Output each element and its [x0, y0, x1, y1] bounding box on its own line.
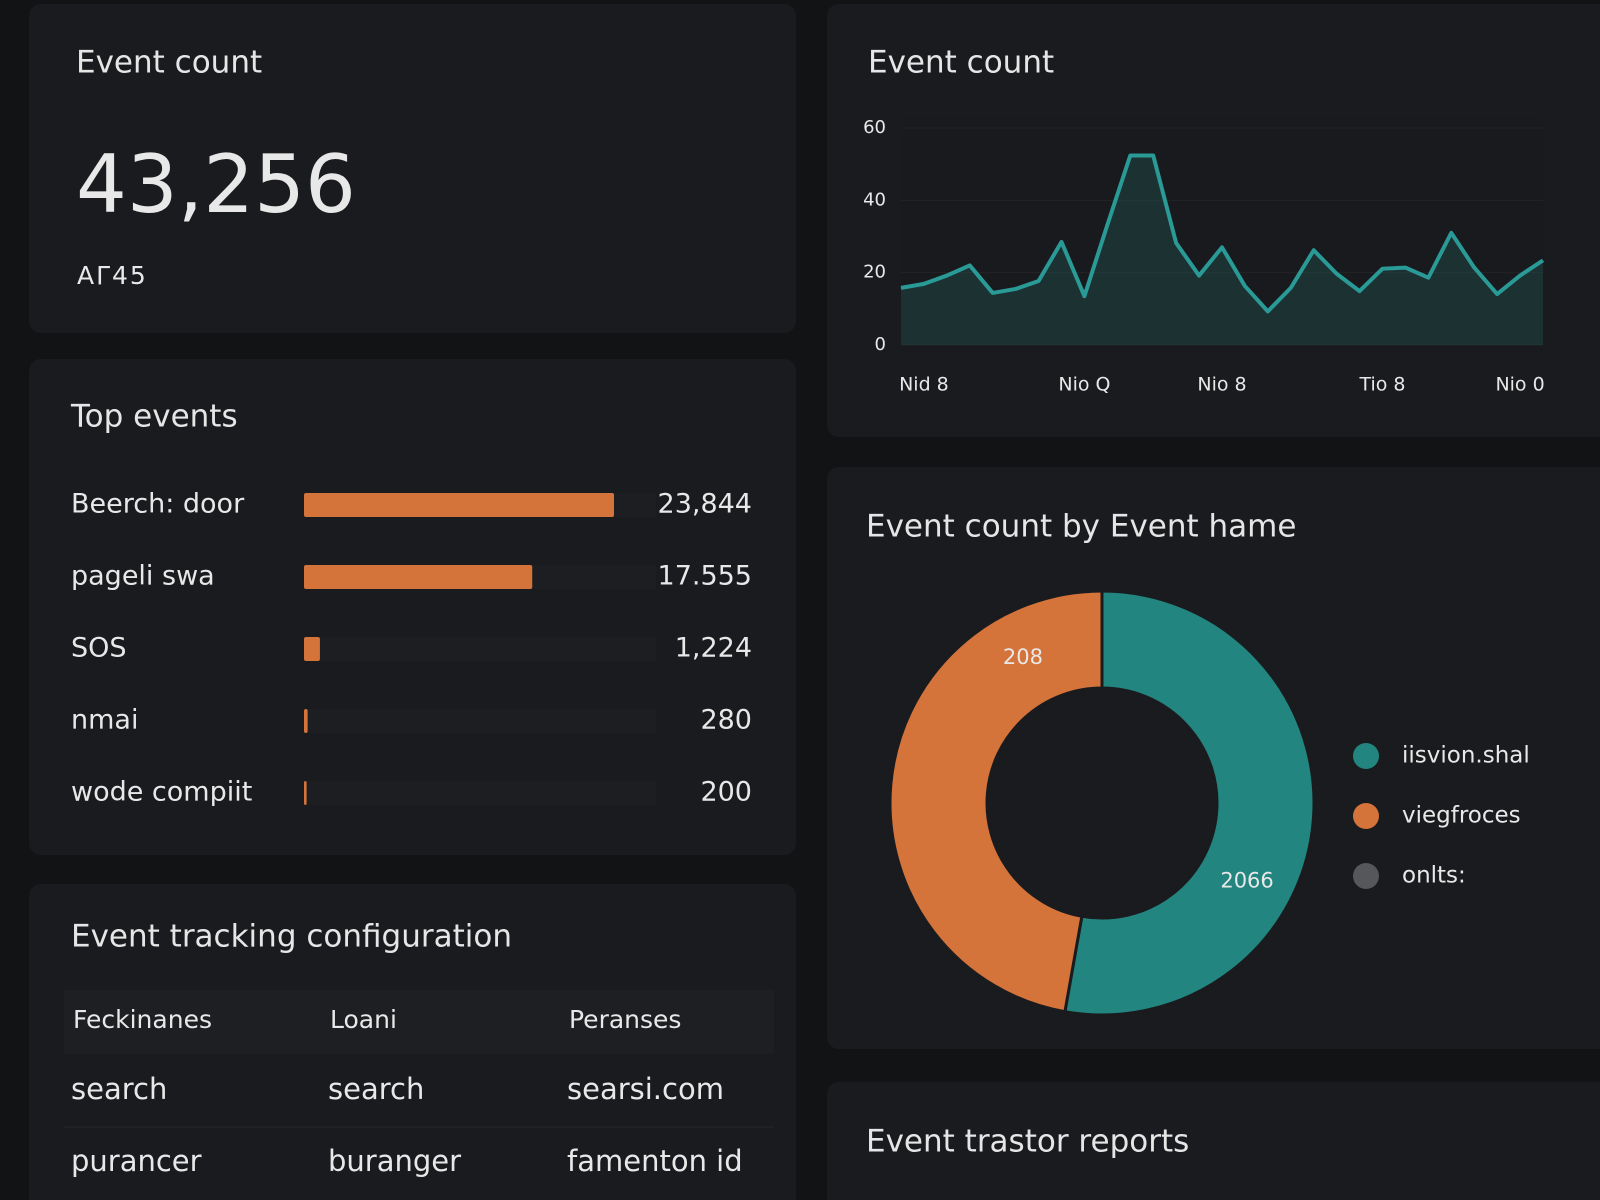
- bar: [304, 781, 307, 805]
- bar-value: 17.555: [658, 561, 752, 592]
- reports-card: [827, 1082, 1600, 1200]
- bar-title: Top events: [70, 399, 238, 435]
- bar-value: 200: [700, 777, 752, 808]
- bar-label: nmai: [71, 705, 138, 736]
- kpi-value: 43,256: [76, 138, 356, 231]
- bar-value: 23,844: [658, 489, 752, 520]
- bar-value: 280: [700, 705, 752, 736]
- table-header-cell: Peranses: [569, 1005, 681, 1034]
- bar-track: [304, 709, 656, 733]
- table-header-cell: Feckinanes: [73, 1005, 212, 1034]
- table-header-row: [64, 990, 774, 1054]
- y-tick-label: 20: [863, 262, 886, 283]
- bar: [304, 709, 308, 733]
- kpi-subtitle: AΓ45: [77, 261, 148, 290]
- table-header-cell: Loani: [330, 1005, 397, 1034]
- bar-label: Beerch: door: [71, 489, 245, 520]
- bar-track: [304, 781, 656, 805]
- y-tick-label: 0: [875, 334, 886, 355]
- legend-label: viegfroces: [1402, 803, 1521, 829]
- bar: [304, 565, 533, 589]
- plot-area: [901, 118, 1543, 353]
- kpi-title: Event count: [76, 45, 262, 81]
- slice-label: 208: [1003, 645, 1043, 669]
- donut-slice: [888, 589, 1104, 1014]
- x-tick-label: Nio 0: [1495, 374, 1544, 396]
- kpi-card: [29, 4, 796, 333]
- table-cell: buranger: [328, 1144, 461, 1178]
- x-tick-label: Nio Q: [1058, 374, 1110, 396]
- bar: [304, 493, 614, 517]
- y-tick-label: 60: [863, 117, 886, 138]
- bar: [304, 637, 320, 661]
- legend-label: onlts:: [1402, 863, 1466, 889]
- table-cell: famenton id: [567, 1144, 743, 1178]
- bar-label: pageli swa: [71, 561, 215, 592]
- legend-label: iisvion.shal: [1402, 743, 1530, 769]
- table-cell: search: [328, 1072, 424, 1106]
- table-cell: purancer: [71, 1144, 202, 1178]
- line: [900, 153, 1545, 314]
- donut-slice: [1063, 589, 1316, 1017]
- x-tick-label: Tio 8: [1358, 374, 1405, 396]
- x-tick-label: Nid 8: [899, 374, 949, 396]
- table-cell: searsi.com: [567, 1072, 724, 1106]
- reports-title: Event trastor reports: [866, 1124, 1189, 1160]
- slice-label: 2066: [1220, 869, 1273, 893]
- x-tick-label: Nio 8: [1197, 374, 1246, 396]
- line-title: Event count: [868, 45, 1054, 81]
- bar-track: [304, 637, 656, 661]
- table-title: Event tracking configuration: [71, 919, 512, 955]
- legend-swatch: [1353, 863, 1379, 889]
- bar-value: 1,224: [675, 633, 752, 664]
- bar-label: SOS: [71, 633, 127, 664]
- donut-title: Event count by Event hame: [866, 509, 1296, 545]
- legend-swatch: [1353, 743, 1379, 769]
- table-cell: search: [71, 1072, 167, 1106]
- legend-swatch: [1353, 803, 1379, 829]
- bar-label: wode compiit: [71, 777, 252, 808]
- y-tick-label: 40: [863, 189, 886, 210]
